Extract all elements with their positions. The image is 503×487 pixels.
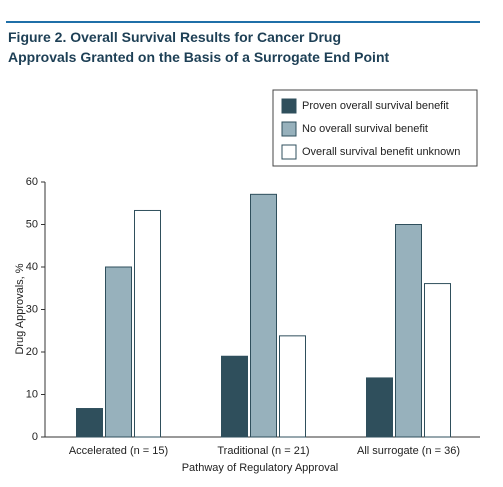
bar — [395, 224, 422, 438]
y-tick-label: 20 — [26, 346, 38, 358]
y-tick-label: 10 — [26, 388, 38, 400]
x-tick-label: Traditional (n = 21) — [217, 445, 309, 457]
legend-swatch — [281, 121, 297, 137]
legend-box — [272, 89, 478, 167]
x-tick-label: Accelerated (n = 15) — [69, 445, 168, 457]
y-tick-label: 0 — [32, 431, 38, 443]
bar — [366, 377, 393, 438]
legend-label: No overall survival benefit — [302, 123, 428, 135]
bar — [105, 266, 132, 438]
y-axis-label: Drug Approvals, % — [14, 263, 26, 354]
legend-label: Overall survival benefit unknown — [302, 146, 460, 158]
bar — [76, 408, 103, 438]
x-tick-label: All surrogate (n = 36) — [357, 445, 460, 457]
y-tick-label: 30 — [26, 303, 38, 315]
y-tick-label: 40 — [26, 261, 38, 273]
y-tick-label: 50 — [26, 218, 38, 230]
y-tick-label: 60 — [26, 176, 38, 188]
bar — [250, 193, 277, 438]
bar — [424, 283, 451, 438]
legend-swatch — [281, 98, 297, 114]
legend-swatch — [281, 144, 297, 160]
bar — [221, 355, 248, 438]
chart-title: Figure 2. Overall Survival Results for C… — [8, 29, 390, 65]
bar — [279, 335, 306, 438]
x-axis-label: Pathway of Regulatory Approval — [182, 462, 339, 474]
legend-label: Proven overall survival benefit — [302, 100, 449, 112]
bar — [134, 209, 161, 438]
